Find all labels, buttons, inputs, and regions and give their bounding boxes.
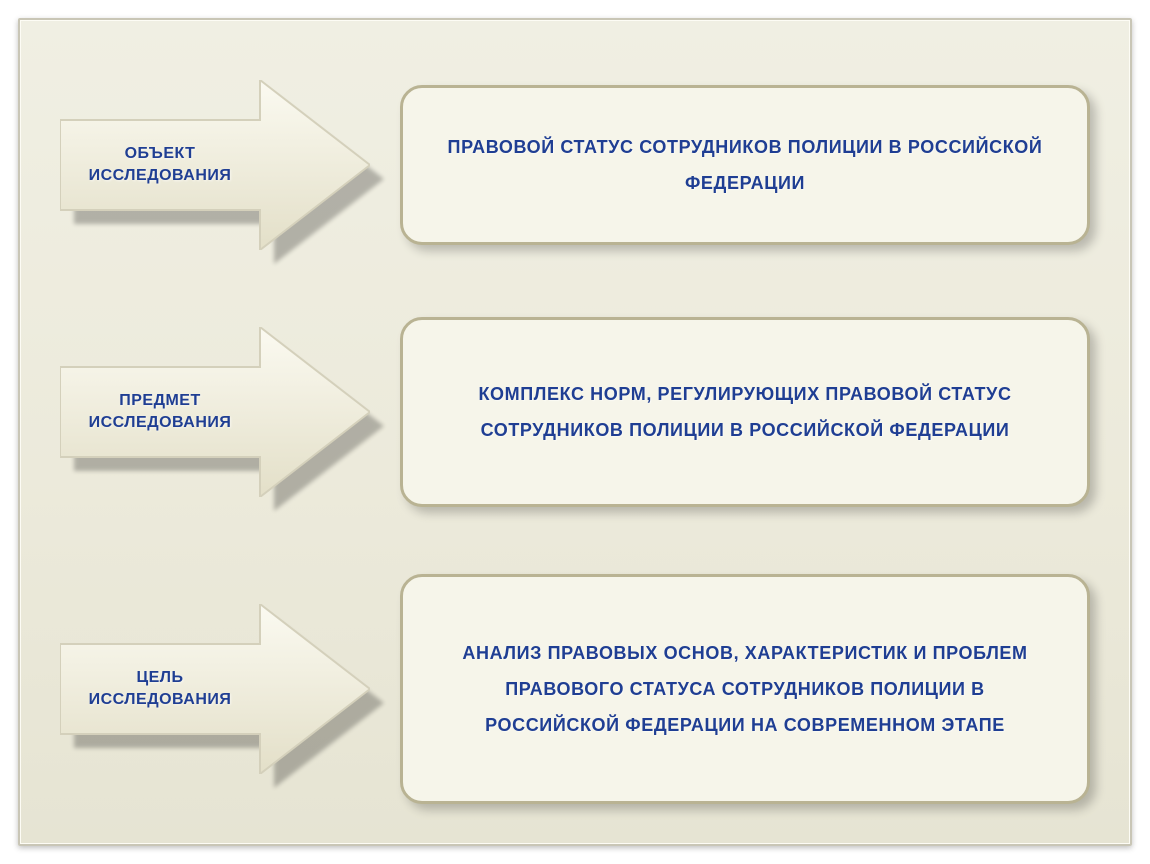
arrow-goal: ЦЕЛЬ ИССЛЕДОВАНИЯ (60, 604, 370, 774)
arrow-label-subject: ПРЕДМЕТ ИССЛЕДОВАНИЯ (60, 327, 260, 497)
arrow-label-line: ОБЪЕКТ (89, 143, 232, 165)
card-goal: АНАЛИЗ ПРАВОВЫХ ОСНОВ, ХАРАКТЕРИСТИК И П… (400, 574, 1090, 804)
arrow-label-line: ЦЕЛЬ (89, 667, 232, 689)
arrow-label-line: ПРЕДМЕТ (89, 390, 232, 412)
arrow-label-line: ИССЛЕДОВАНИЯ (89, 689, 232, 711)
arrow-object: ОБЪЕКТ ИССЛЕДОВАНИЯ (60, 80, 370, 250)
row-subject: ПРЕДМЕТ ИССЛЕДОВАНИЯ КОМПЛЕКС НОРМ, РЕГУ… (60, 317, 1090, 507)
card-object: ПРАВОВОЙ СТАТУС СОТРУДНИКОВ ПОЛИЦИИ В РО… (400, 85, 1090, 245)
arrow-label-line: ИССЛЕДОВАНИЯ (89, 165, 232, 187)
slide-panel: ОБЪЕКТ ИССЛЕДОВАНИЯ ПРАВОВОЙ СТАТУС СОТР… (18, 18, 1132, 846)
slide-frame: ОБЪЕКТ ИССЛЕДОВАНИЯ ПРАВОВОЙ СТАТУС СОТР… (0, 0, 1150, 864)
card-text: АНАЛИЗ ПРАВОВЫХ ОСНОВ, ХАРАКТЕРИСТИК И П… (447, 635, 1043, 743)
arrow-subject: ПРЕДМЕТ ИССЛЕДОВАНИЯ (60, 327, 370, 497)
arrow-label-goal: ЦЕЛЬ ИССЛЕДОВАНИЯ (60, 604, 260, 774)
card-text: ПРАВОВОЙ СТАТУС СОТРУДНИКОВ ПОЛИЦИИ В РО… (447, 129, 1043, 201)
arrow-label-line: ИССЛЕДОВАНИЯ (89, 412, 232, 434)
row-goal: ЦЕЛЬ ИССЛЕДОВАНИЯ АНАЛИЗ ПРАВОВЫХ ОСНОВ,… (60, 574, 1090, 804)
row-object: ОБЪЕКТ ИССЛЕДОВАНИЯ ПРАВОВОЙ СТАТУС СОТР… (60, 80, 1090, 250)
card-subject: КОМПЛЕКС НОРМ, РЕГУЛИРУЮЩИХ ПРАВОВОЙ СТА… (400, 317, 1090, 507)
arrow-label-object: ОБЪЕКТ ИССЛЕДОВАНИЯ (60, 80, 260, 250)
card-text: КОМПЛЕКС НОРМ, РЕГУЛИРУЮЩИХ ПРАВОВОЙ СТА… (447, 376, 1043, 448)
rows-container: ОБЪЕКТ ИССЛЕДОВАНИЯ ПРАВОВОЙ СТАТУС СОТР… (60, 80, 1090, 804)
